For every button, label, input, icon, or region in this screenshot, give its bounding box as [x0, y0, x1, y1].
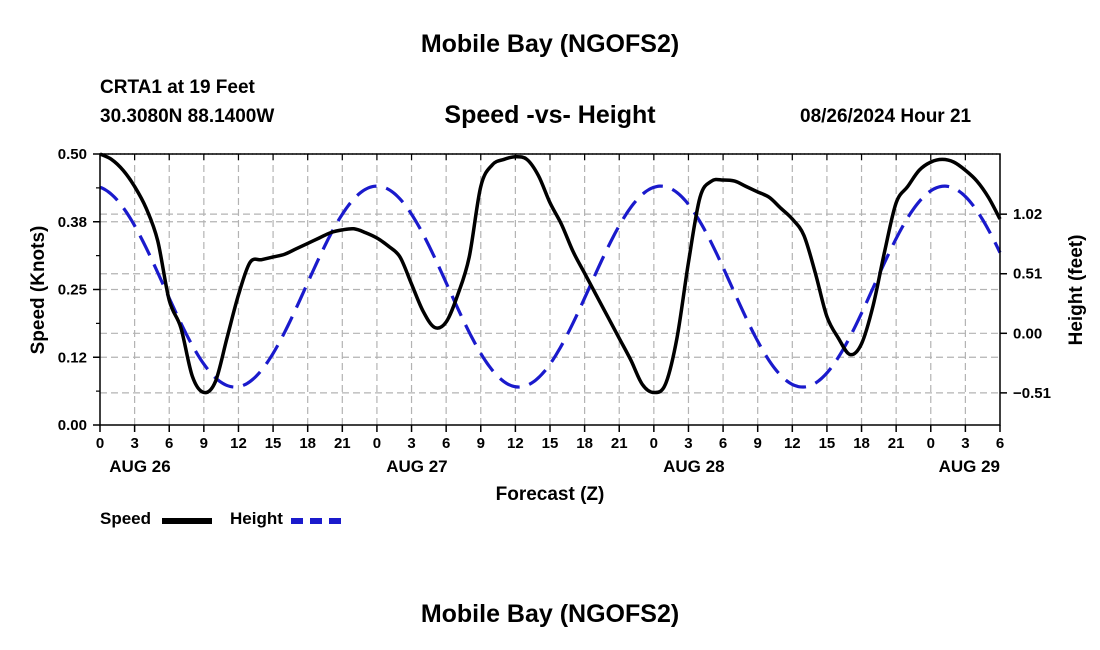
x-tick-label: 6 — [165, 435, 173, 452]
x-tick-label: 0 — [927, 435, 935, 452]
chart-subtitle: Speed -vs- Height — [444, 101, 656, 129]
legend-speed-label: Speed — [100, 509, 152, 528]
y-tick-label-left: 0.12 — [58, 349, 87, 366]
x-tick-label: 12 — [507, 435, 524, 452]
x-tick-label: 15 — [265, 435, 282, 452]
series-layer — [99, 152, 1002, 395]
series-height-line — [99, 184, 1002, 389]
x-tick-label: 3 — [130, 435, 138, 452]
x-tick-label: 9 — [477, 435, 485, 452]
date-label: AUG 26 — [109, 457, 170, 476]
y-tick-label-left: 0.38 — [58, 214, 87, 231]
x-tick-label: 15 — [542, 435, 559, 452]
x-tick-label: 21 — [888, 435, 905, 452]
x-tick-label: 3 — [407, 435, 415, 452]
x-tick-label: 18 — [853, 435, 870, 452]
bottom-title: Mobile Bay (NGOFS2) — [420, 600, 680, 628]
x-tick-label: 15 — [819, 435, 836, 452]
x-tick-label: 21 — [334, 435, 351, 452]
grid-lines — [100, 154, 1000, 425]
y-tick-label-left: 0.00 — [58, 417, 87, 434]
x-tick-label: 6 — [996, 435, 1004, 452]
x-tick-label: 3 — [684, 435, 692, 452]
x-tick-label: 6 — [719, 435, 727, 452]
x-tick-label: 9 — [754, 435, 762, 452]
x-tick-label: 18 — [576, 435, 593, 452]
x-tick-label: 3 — [961, 435, 969, 452]
x-tick-label: 0 — [96, 435, 104, 452]
y-tick-label-right: 0.51 — [1013, 266, 1042, 283]
x-tick-label: 12 — [230, 435, 247, 452]
x-tick-label: 18 — [299, 435, 316, 452]
legend-height-swatch — [291, 518, 341, 524]
legend-height-label: Height — [230, 509, 283, 528]
date-label: AUG 27 — [386, 457, 447, 476]
x-tick-label: 6 — [442, 435, 450, 452]
x-tick-label: 0 — [373, 435, 381, 452]
y-axis-label-right: Height (feet) — [1066, 235, 1087, 346]
y-tick-label-left: 0.50 — [58, 146, 87, 163]
axes: 0 3 6 9 12 15 18 21 0 3 6 9 12 15 18 21 0 3 6 9 12 15 18 21 0 3 6 A… — [58, 146, 1051, 476]
page-title: Mobile Bay (NGOFS2) — [420, 30, 680, 58]
date-label: AUG 29 — [939, 457, 1000, 476]
x-tick-label: 21 — [611, 435, 628, 452]
series-speed-line — [99, 152, 1002, 395]
x-tick-label: 0 — [650, 435, 658, 452]
station-label: CRTA1 at 19 Feet — [100, 77, 255, 98]
x-tick-label: 9 — [200, 435, 208, 452]
y-tick-label-left: 0.25 — [58, 282, 87, 299]
forecast-datetime: 08/26/2024 Hour 21 — [800, 106, 972, 127]
x-axis-label: Forecast (Z) — [496, 484, 605, 505]
x-tick-label: 12 — [784, 435, 801, 452]
legend-speed-swatch — [162, 518, 212, 524]
y-tick-label-right: −0.51 — [1013, 385, 1051, 402]
date-label: AUG 28 — [663, 457, 724, 476]
y-tick-label-right: 0.00 — [1013, 325, 1042, 342]
y-tick-label-right: 1.02 — [1013, 206, 1042, 223]
y-axis-label-left: Speed (Knots) — [28, 226, 49, 355]
station-coordinates: 30.3080N 88.1400W — [100, 106, 275, 127]
